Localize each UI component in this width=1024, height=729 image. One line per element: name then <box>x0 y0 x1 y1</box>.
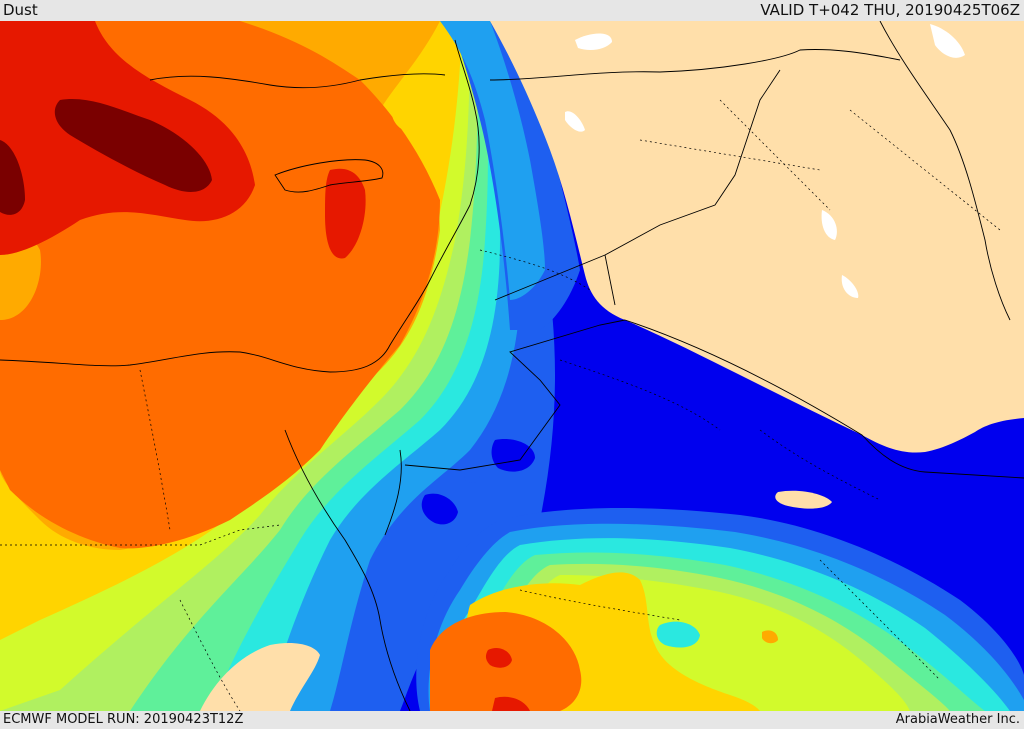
dust-level-8-spot <box>762 630 778 644</box>
dust-level-0-spot1 <box>491 439 535 472</box>
land-area-island <box>775 490 832 509</box>
valid-time: VALID T+042 THU, 20190425T06Z <box>760 1 1020 19</box>
dust-level-10-edge <box>492 696 530 711</box>
model-run-label: ECMWF MODEL RUN: 20190423T12Z <box>3 712 244 727</box>
footer-bar: ECMWF MODEL RUN: 20190423T12Z ArabiaWeat… <box>0 711 1024 729</box>
dust-level-11 <box>54 99 212 192</box>
credit-label: ArabiaWeather Inc. <box>895 712 1020 727</box>
dust-level-10-south <box>485 648 512 668</box>
header-bar: Dust VALID T+042 THU, 20190425T06Z <box>0 0 1024 21</box>
dust-level-11-west <box>0 140 25 215</box>
dust-level-1-spot <box>464 467 480 483</box>
land-area-sudan <box>200 643 320 711</box>
dust-level-7-spot <box>391 98 438 134</box>
lake-2 <box>565 111 585 132</box>
lake-3 <box>821 210 837 240</box>
lake-1 <box>575 33 612 50</box>
product-title: Dust <box>3 1 38 19</box>
dust-level-0-spot2 <box>421 493 458 525</box>
lake-4 <box>841 275 859 298</box>
land-area-east <box>490 21 1024 453</box>
dust-level-2-north <box>440 21 545 300</box>
dust-level-10-cyprus <box>325 168 366 259</box>
lake-5 <box>930 24 965 58</box>
dust-level-3-spot <box>656 621 700 648</box>
dust-forecast-map <box>0 21 1024 711</box>
